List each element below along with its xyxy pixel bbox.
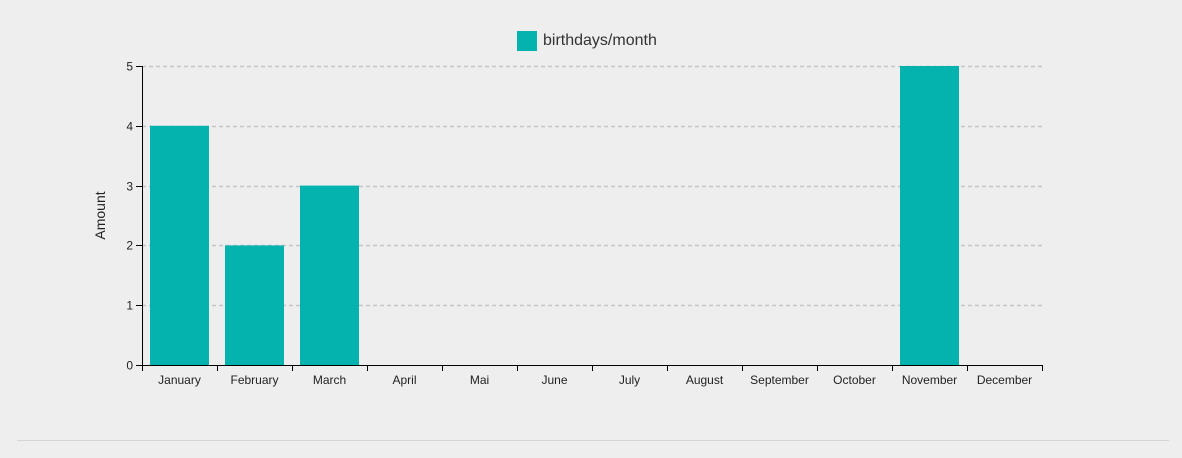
bar-november[interactable] <box>900 66 959 365</box>
x-tick-label: Mai <box>470 373 489 387</box>
legend[interactable]: birthdays/month <box>517 31 657 51</box>
bars <box>150 66 959 365</box>
bar-march[interactable] <box>300 185 359 365</box>
x-tick-label: September <box>750 373 809 387</box>
x-tick-label: June <box>541 373 567 387</box>
y-tick-label: 1 <box>126 299 133 313</box>
bar-february[interactable] <box>225 245 284 365</box>
x-tick-label: March <box>313 373 346 387</box>
y-axis-label: Amount <box>92 191 108 239</box>
x-tick-label: November <box>902 373 957 387</box>
y-tick-label: 0 <box>126 359 133 373</box>
y-tick-label: 3 <box>126 180 133 194</box>
y-tick-label: 2 <box>126 239 133 253</box>
y-tick-label: 5 <box>126 60 133 74</box>
x-tick-label: December <box>977 373 1032 387</box>
x-tick-label: August <box>686 373 724 387</box>
x-tick-label: January <box>158 373 201 387</box>
x-tick-label: July <box>619 373 640 387</box>
legend-swatch <box>517 31 537 51</box>
divider <box>17 440 1169 441</box>
y-tick-label: 4 <box>126 120 133 134</box>
x-tick-label: April <box>392 373 416 387</box>
grid-lines <box>142 65 1042 307</box>
x-tick-label: February <box>230 373 278 387</box>
bar-january[interactable] <box>150 125 209 365</box>
legend-label: birthdays/month <box>543 32 657 49</box>
x-tick-label: October <box>833 373 876 387</box>
axes: 0 1 2 3 4 5 January February March April Mai June Ju… <box>126 60 1043 387</box>
